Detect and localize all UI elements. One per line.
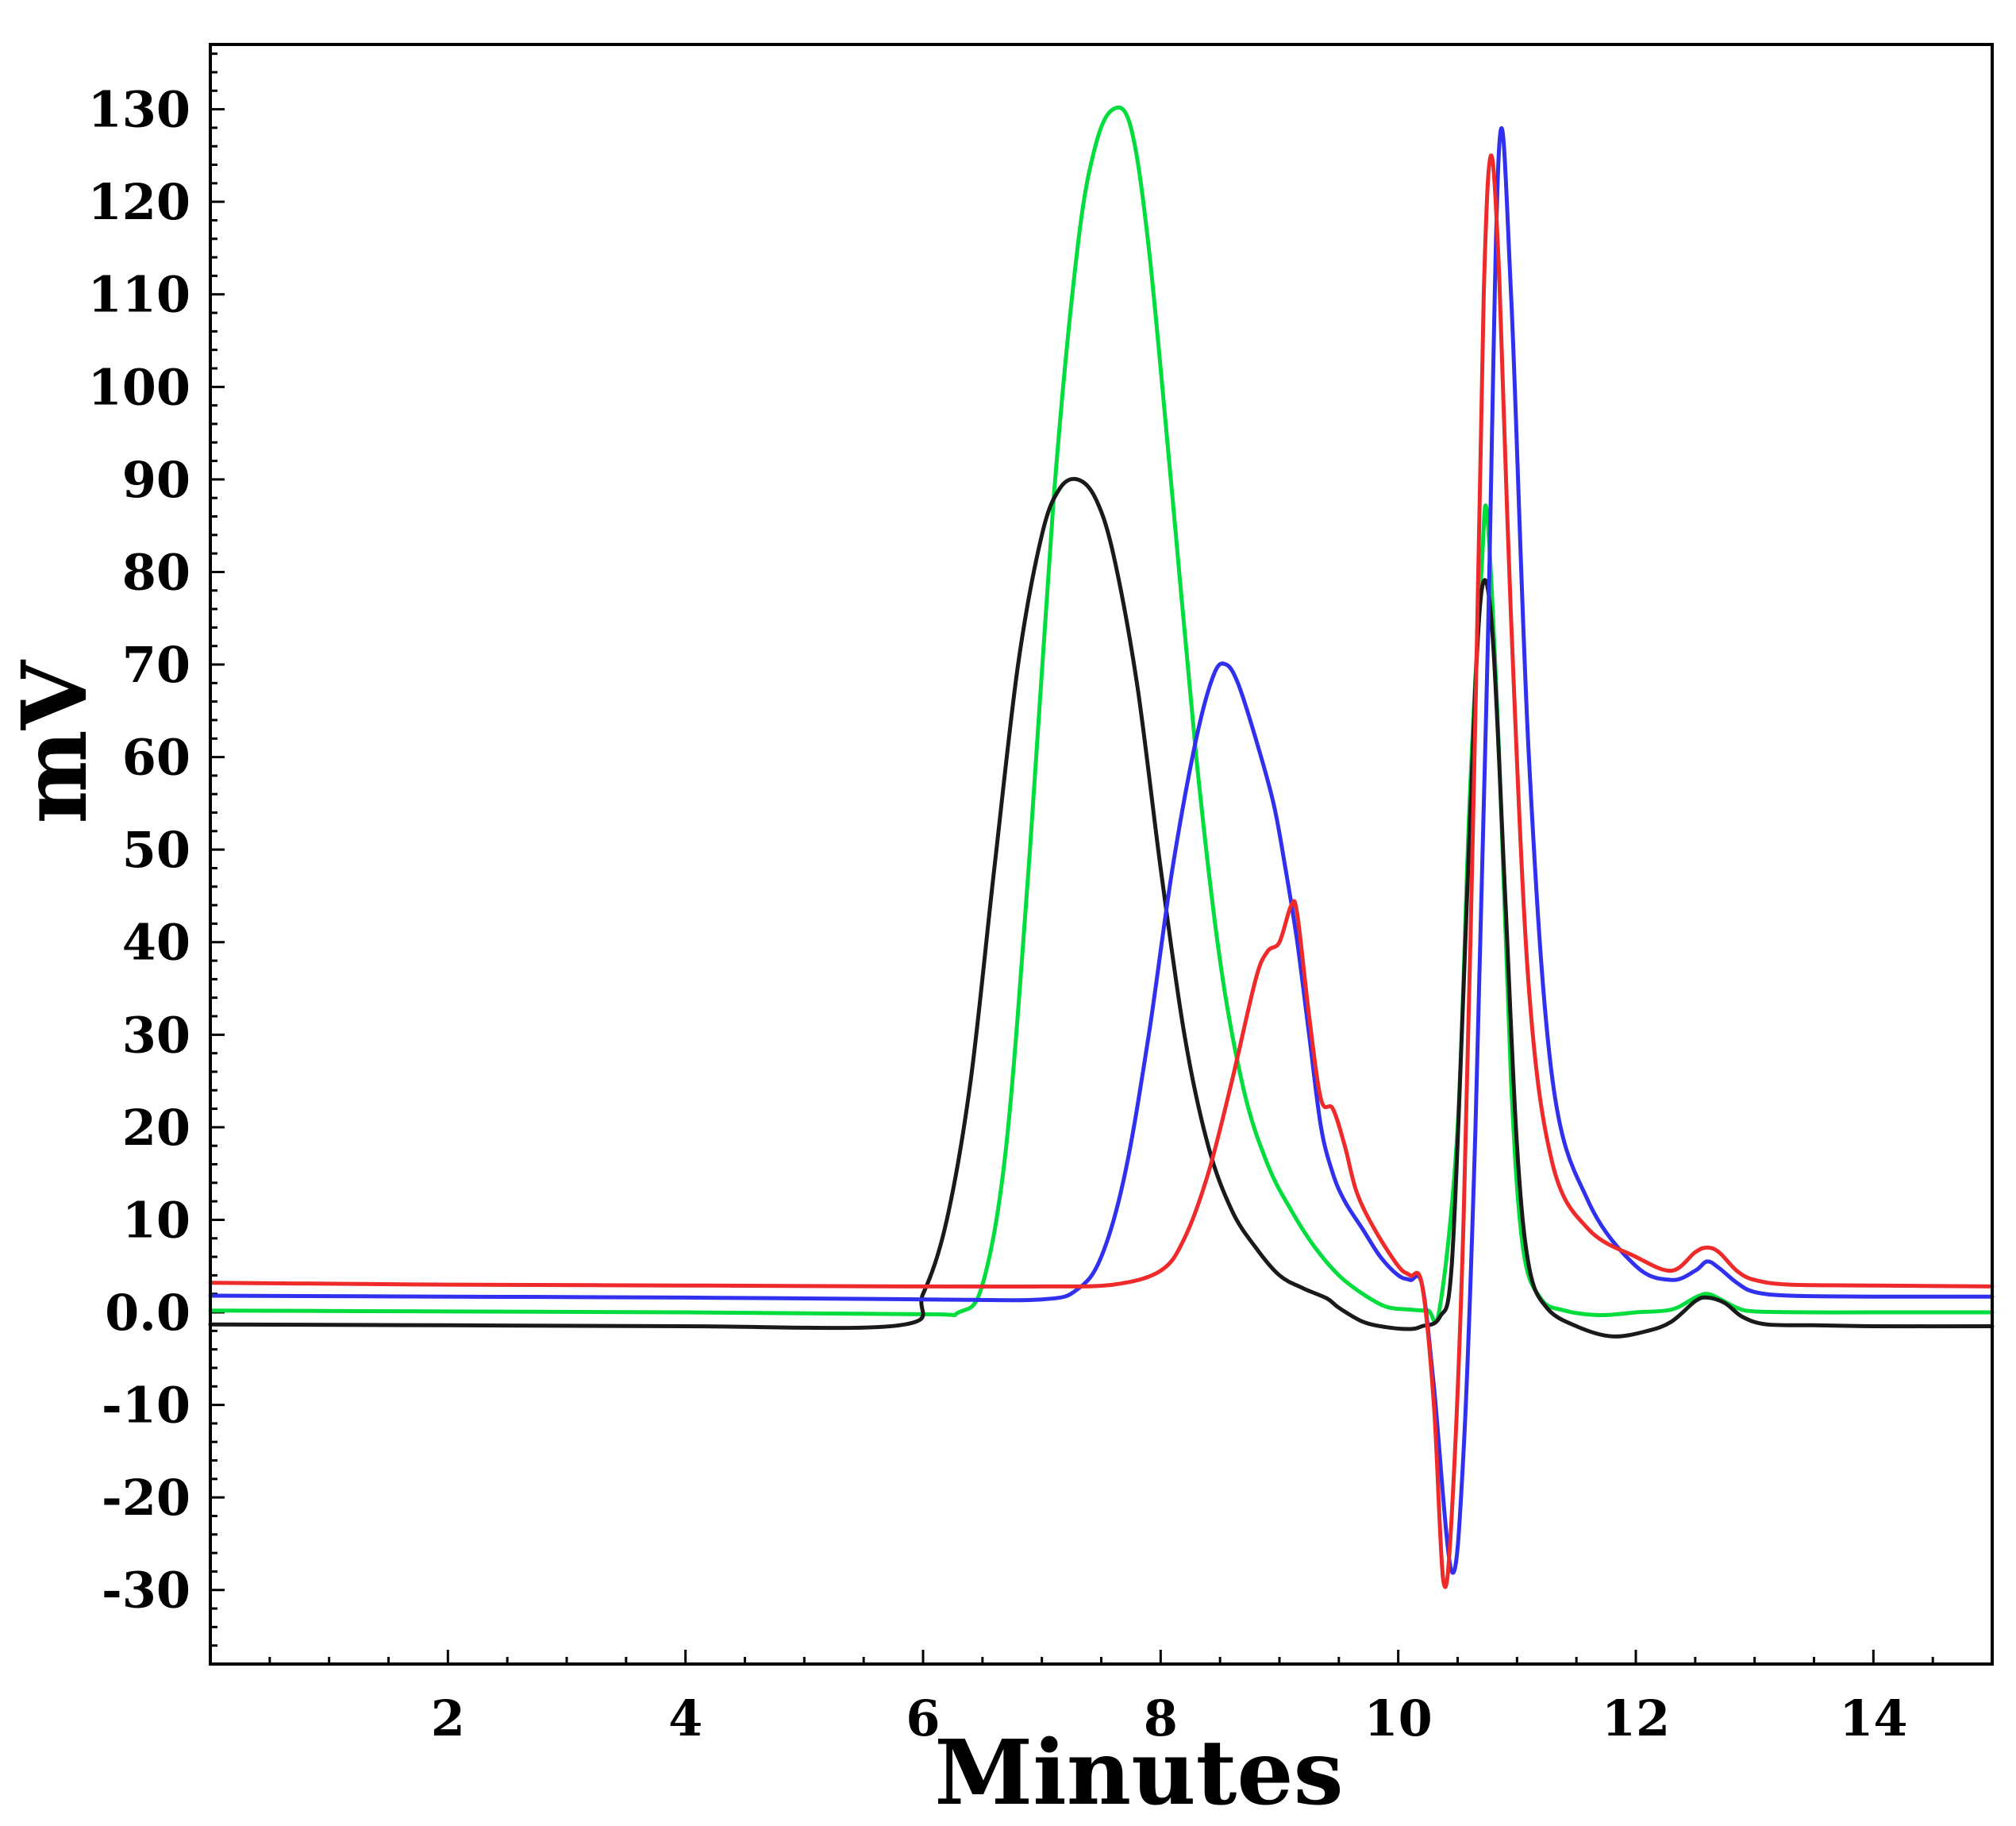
x-tick-label: 4 [668, 1689, 702, 1747]
series-line-black [208, 476, 1995, 1339]
series-line-green [208, 106, 1995, 1324]
y-tick-label: -20 [102, 1469, 190, 1527]
y-tick-label: -30 [102, 1562, 190, 1620]
y-tick-label: 50 [122, 821, 190, 879]
x-tick-label: 8 [1144, 1689, 1178, 1747]
y-tick-label: 100 [88, 358, 190, 416]
x-tick-labels: 2 4 6 8 10 12 14 [431, 1689, 1908, 1747]
y-tick-label: 20 [122, 1099, 190, 1157]
x-tick-label: 10 [1364, 1689, 1433, 1747]
x-tick-label: 6 [906, 1689, 940, 1747]
y-tick-label: -10 [102, 1377, 190, 1435]
series-line-red [208, 153, 1995, 1589]
x-tick-label: 12 [1602, 1689, 1670, 1747]
y-tick-label: 120 [88, 173, 190, 231]
y-tick-labels: 130 120 110 100 90 80 70 60 50 40 30 20 10 0.0 -10 -20 -… [88, 81, 190, 1620]
x-axis-title: Minutes [934, 1721, 1343, 1825]
x-tick-label: 2 [431, 1689, 465, 1747]
x-tick-label: 14 [1839, 1689, 1907, 1747]
y-tick-label: 0.0 [105, 1284, 190, 1342]
y-tick-label: 70 [122, 636, 190, 694]
series-lines [208, 106, 1995, 1589]
y-tick-label: 110 [88, 266, 190, 324]
y-tick-label: 130 [88, 81, 190, 139]
y-tick-label: 80 [122, 543, 190, 601]
y-tick-label: 30 [122, 1006, 190, 1064]
plot-frame [209, 43, 1994, 1666]
y-axis-title: mV [3, 659, 107, 824]
y-tick-label: 10 [122, 1191, 190, 1249]
y-tick-label: 40 [122, 914, 190, 972]
y-tick-label: 60 [122, 729, 190, 787]
y-tick-label: 90 [122, 451, 190, 509]
